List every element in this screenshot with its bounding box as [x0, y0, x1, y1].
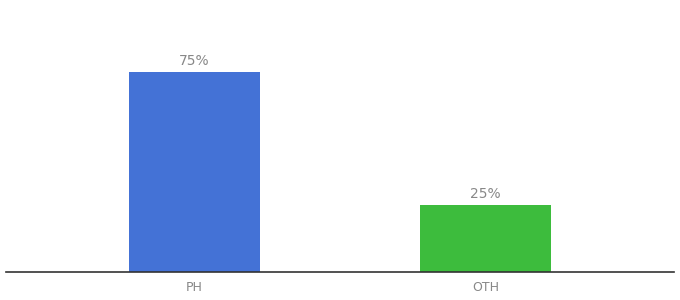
- Bar: [420, 205, 551, 272]
- Bar: [129, 72, 260, 272]
- Text: 75%: 75%: [180, 54, 210, 68]
- Text: 25%: 25%: [470, 187, 500, 201]
